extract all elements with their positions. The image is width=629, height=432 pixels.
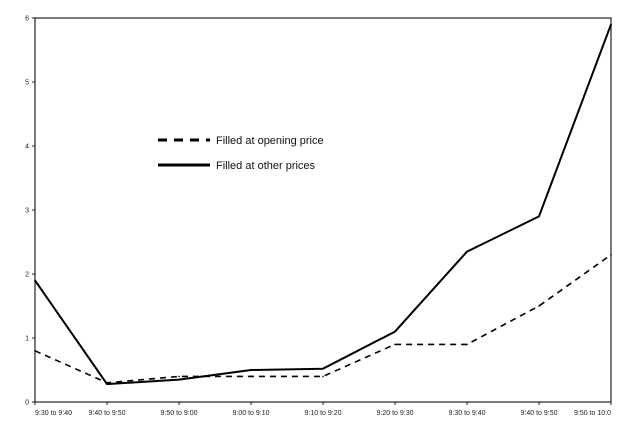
data-point	[34, 279, 36, 282]
data-point	[538, 215, 540, 218]
y-tick-label: 6	[25, 16, 29, 23]
data-point	[178, 378, 180, 381]
series-line-other-prices	[34, 24, 612, 386]
y-tick-label: 0	[25, 400, 29, 407]
data-point	[466, 250, 468, 253]
data-point	[178, 375, 180, 378]
data-point	[610, 254, 612, 256]
y-axis: 0 1 2 3 4 5 6	[25, 16, 35, 407]
data-point	[322, 375, 324, 378]
y-tick-label: 3	[25, 208, 29, 215]
x-tick-label: 9:50 to 10:0	[574, 410, 611, 417]
x-tick-label: 9:20 to 9:30	[377, 410, 414, 417]
y-tick-label: 2	[25, 272, 29, 279]
data-point	[394, 343, 396, 346]
data-point	[610, 23, 612, 26]
x-tick-label: 9:30 to 9:40	[35, 410, 72, 417]
x-tick-label: 9:50 to 9:00	[161, 410, 198, 417]
legend-label-other: Filled at other prices	[216, 160, 316, 172]
y-tick-label: 4	[25, 144, 29, 151]
series-layer	[34, 23, 612, 386]
plot-area-border	[34, 17, 612, 403]
x-tick-label: 9:30 to 9:40	[449, 410, 486, 417]
legend-label-opening: Filled at opening price	[216, 135, 324, 147]
x-axis: 9:30 to 9:40 9:40 to 9:50 9:50 to 9:00 9:00…	[34, 402, 612, 417]
data-point	[466, 343, 468, 346]
data-point	[34, 350, 36, 352]
y-tick-label: 1	[25, 336, 29, 343]
legend: Filled at opening price Filled at other …	[158, 135, 324, 172]
x-tick-label: 9:40 to 9:50	[89, 410, 126, 417]
data-point	[538, 305, 540, 307]
x-tick-label: 9:00 to 9:10	[233, 410, 270, 417]
data-point	[250, 369, 252, 371]
series-line-opening-price	[34, 254, 612, 384]
data-point	[394, 330, 396, 333]
x-tick-label: 9:10 to 9:20	[305, 410, 342, 417]
data-point	[106, 383, 108, 385]
x-tick-label: 9:40 to 9:50	[521, 410, 558, 417]
data-point	[322, 367, 324, 370]
data-point	[250, 375, 252, 378]
y-tick-label: 5	[25, 80, 29, 87]
